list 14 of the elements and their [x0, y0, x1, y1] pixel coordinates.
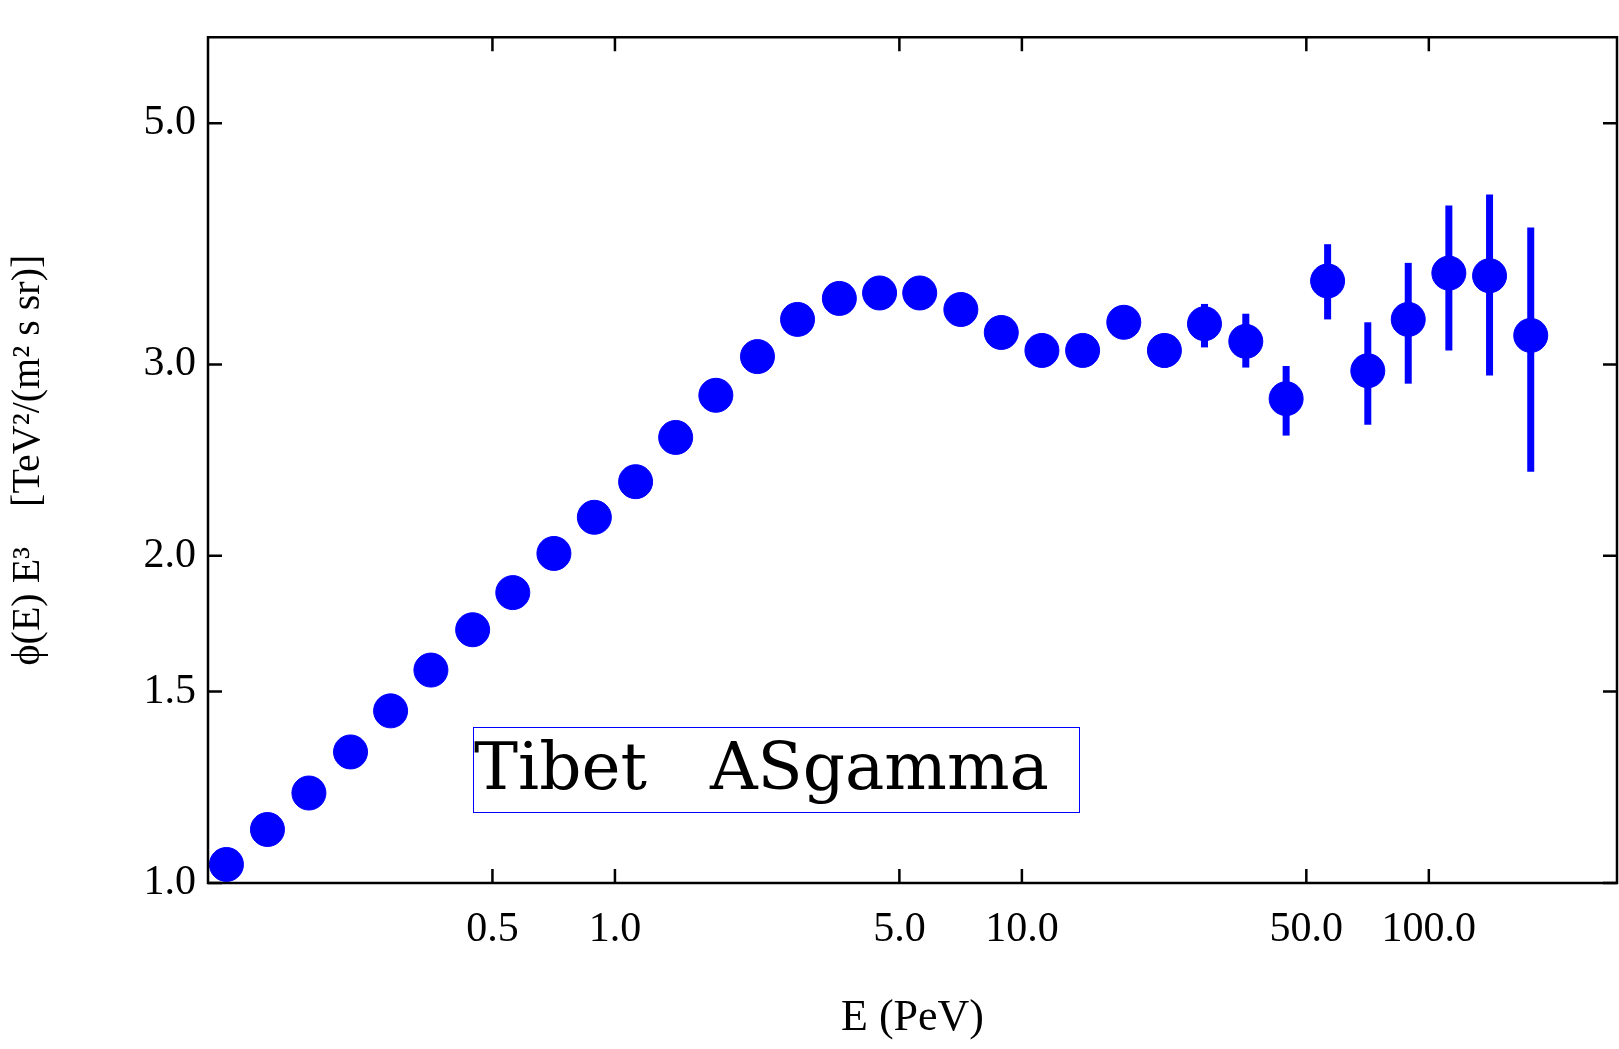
y-tick-label: 5.0	[143, 97, 196, 144]
y-tick-label: 1.5	[143, 665, 196, 712]
x-tick-label: 1.0	[588, 904, 642, 951]
x-tick-label: 10.0	[985, 904, 1059, 951]
x-tick-label: 5.0	[873, 904, 926, 951]
y-tick-label: 2.0	[143, 529, 196, 576]
x-tick-label: 50.0	[1269, 904, 1344, 951]
x-tick-label: 0.5	[466, 904, 519, 951]
x-tick-label: 100.0	[1381, 904, 1477, 951]
annotation: Tibet ASgamma	[473, 727, 1080, 813]
y-axis-title: ϕ(E) E³ [TeV²/(m² s sr)]	[2, 254, 48, 666]
x-axis-title: E (PeV)	[841, 991, 984, 1041]
y-tick-label: 1.0	[143, 857, 196, 904]
y-tick-label: 3.0	[143, 338, 196, 385]
